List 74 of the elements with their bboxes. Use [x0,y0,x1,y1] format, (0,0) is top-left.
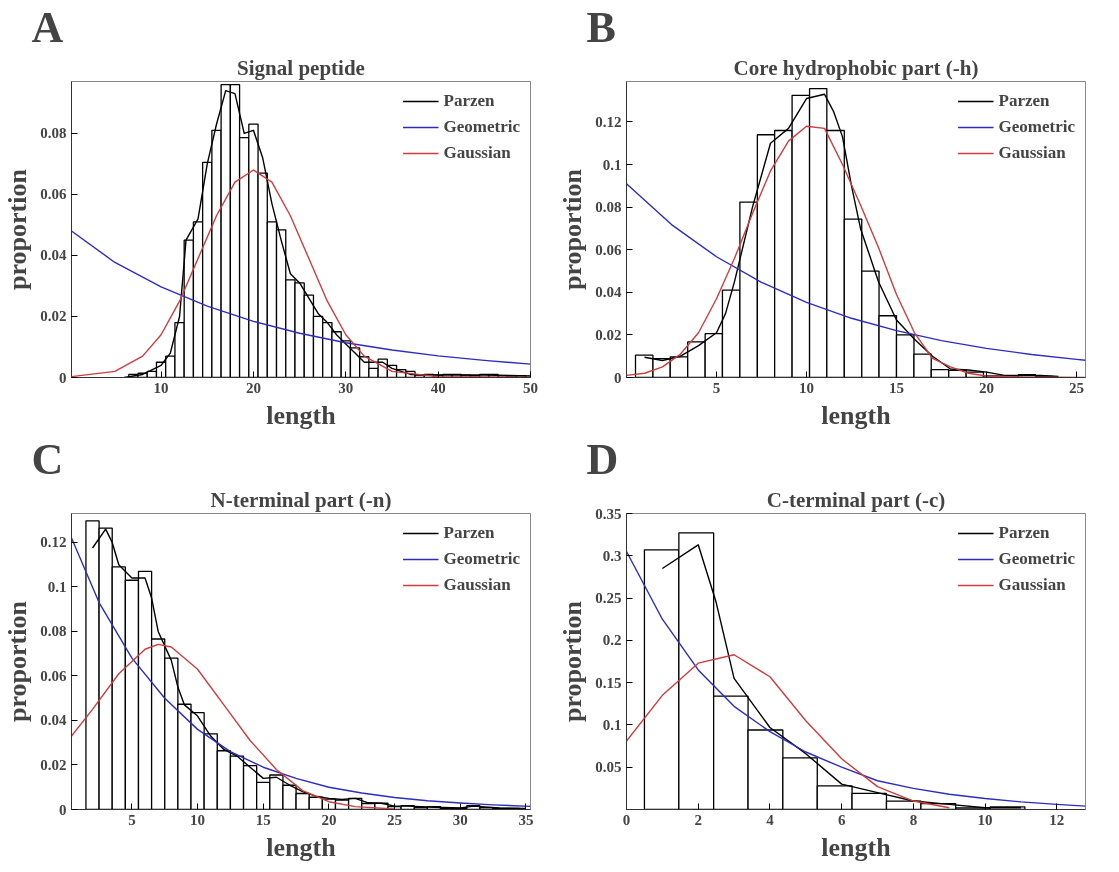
x-tick-label: 5 [128,811,136,828]
y-tick-label: 0.05 [595,759,622,776]
x-tick-label: 4 [766,811,775,828]
text: C [31,434,64,484]
y-tick-label: 0.02 [40,756,67,773]
text: A [31,2,64,52]
x-tick-label: 10 [977,811,993,828]
y-tick-label: 0.2 [602,632,622,649]
chart-title: N-terminal part (-n) [210,487,392,512]
legend-label: Geometric [998,117,1075,137]
x-tick-label: 20 [245,379,261,396]
x-axis-title: length [821,400,892,430]
x-axis-title: length [821,832,892,862]
y-axis-title: proportion [558,168,588,290]
legend-label: Geometric [443,549,520,569]
chart-title: Core hydrophobic part (-h) [733,55,979,80]
legend-label: Parzen [443,91,495,111]
x-tick-label: 25 [387,811,403,828]
y-tick-label: 0.04 [40,712,67,729]
x-tick-label: 20 [321,811,337,828]
x-tick-label: 2 [694,811,702,828]
y-tick-label: 0.08 [40,623,67,640]
legend-label: Gaussian [998,143,1066,163]
y-tick-label: 0.1 [602,156,622,173]
x-axis-title: length [266,400,337,430]
y-axis-title: proportion [558,600,588,722]
x-tick-label: 10 [153,379,169,396]
x-axis-title: length [266,832,337,862]
y-tick-label: 0.1 [47,578,67,595]
y-tick-label: 0.12 [40,534,67,551]
legend-label: Parzen [998,91,1050,111]
y-tick-label: 0.1 [602,716,622,733]
y-tick-label: 0.06 [40,186,67,203]
legend-label: Gaussian [443,575,511,595]
legend-label: Gaussian [443,143,511,163]
x-tick-label: 12 [1049,811,1065,828]
y-axis-title: proportion [3,600,33,722]
legend-label: Parzen [443,523,495,543]
x-tick-label: 10 [190,811,206,828]
y-tick-label: 0.12 [595,113,622,130]
chart-title: Signal peptide [237,55,365,80]
legend-label: Geometric [443,117,520,137]
text: B [586,2,616,52]
y-tick-label: 0.35 [595,505,622,522]
x-tick-label: 35 [518,811,534,828]
x-tick-label: 6 [837,811,846,828]
y-tick-label: 0.06 [40,667,67,684]
x-tick-label: 10 [799,379,814,396]
y-tick-label: 0.08 [595,199,622,216]
chart-title: C-terminal part (-c) [766,487,946,512]
x-tick-label: 5 [712,379,721,396]
x-tick-label: 8 [909,811,918,828]
y-tick-label: 0.06 [595,241,622,258]
y-tick-label: 0.3 [602,547,622,564]
y-tick-label: 0.04 [40,247,67,264]
y-tick-label: 0.08 [40,125,67,142]
y-tick-label: 0.02 [595,326,622,343]
x-tick-label: 50 [523,379,538,396]
legend-label: Parzen [998,523,1050,543]
x-tick-label: 25 [1069,379,1084,396]
y-axis-title: proportion [3,168,33,290]
text: D [586,434,619,484]
y-tick-label: 0.15 [595,674,622,691]
legend-label: Geometric [998,549,1075,569]
x-tick-label: 30 [338,379,354,396]
x-tick-label: 15 [889,379,904,396]
legend-label: Gaussian [998,575,1066,595]
x-tick-label: 40 [430,379,446,396]
x-tick-label: 15 [255,811,271,828]
x-tick-label: 20 [979,379,994,396]
y-tick-label: 0.25 [595,590,622,607]
y-tick-label: 0.04 [595,284,622,301]
y-tick-label: 0.02 [40,308,67,325]
x-tick-label: 30 [452,811,468,828]
